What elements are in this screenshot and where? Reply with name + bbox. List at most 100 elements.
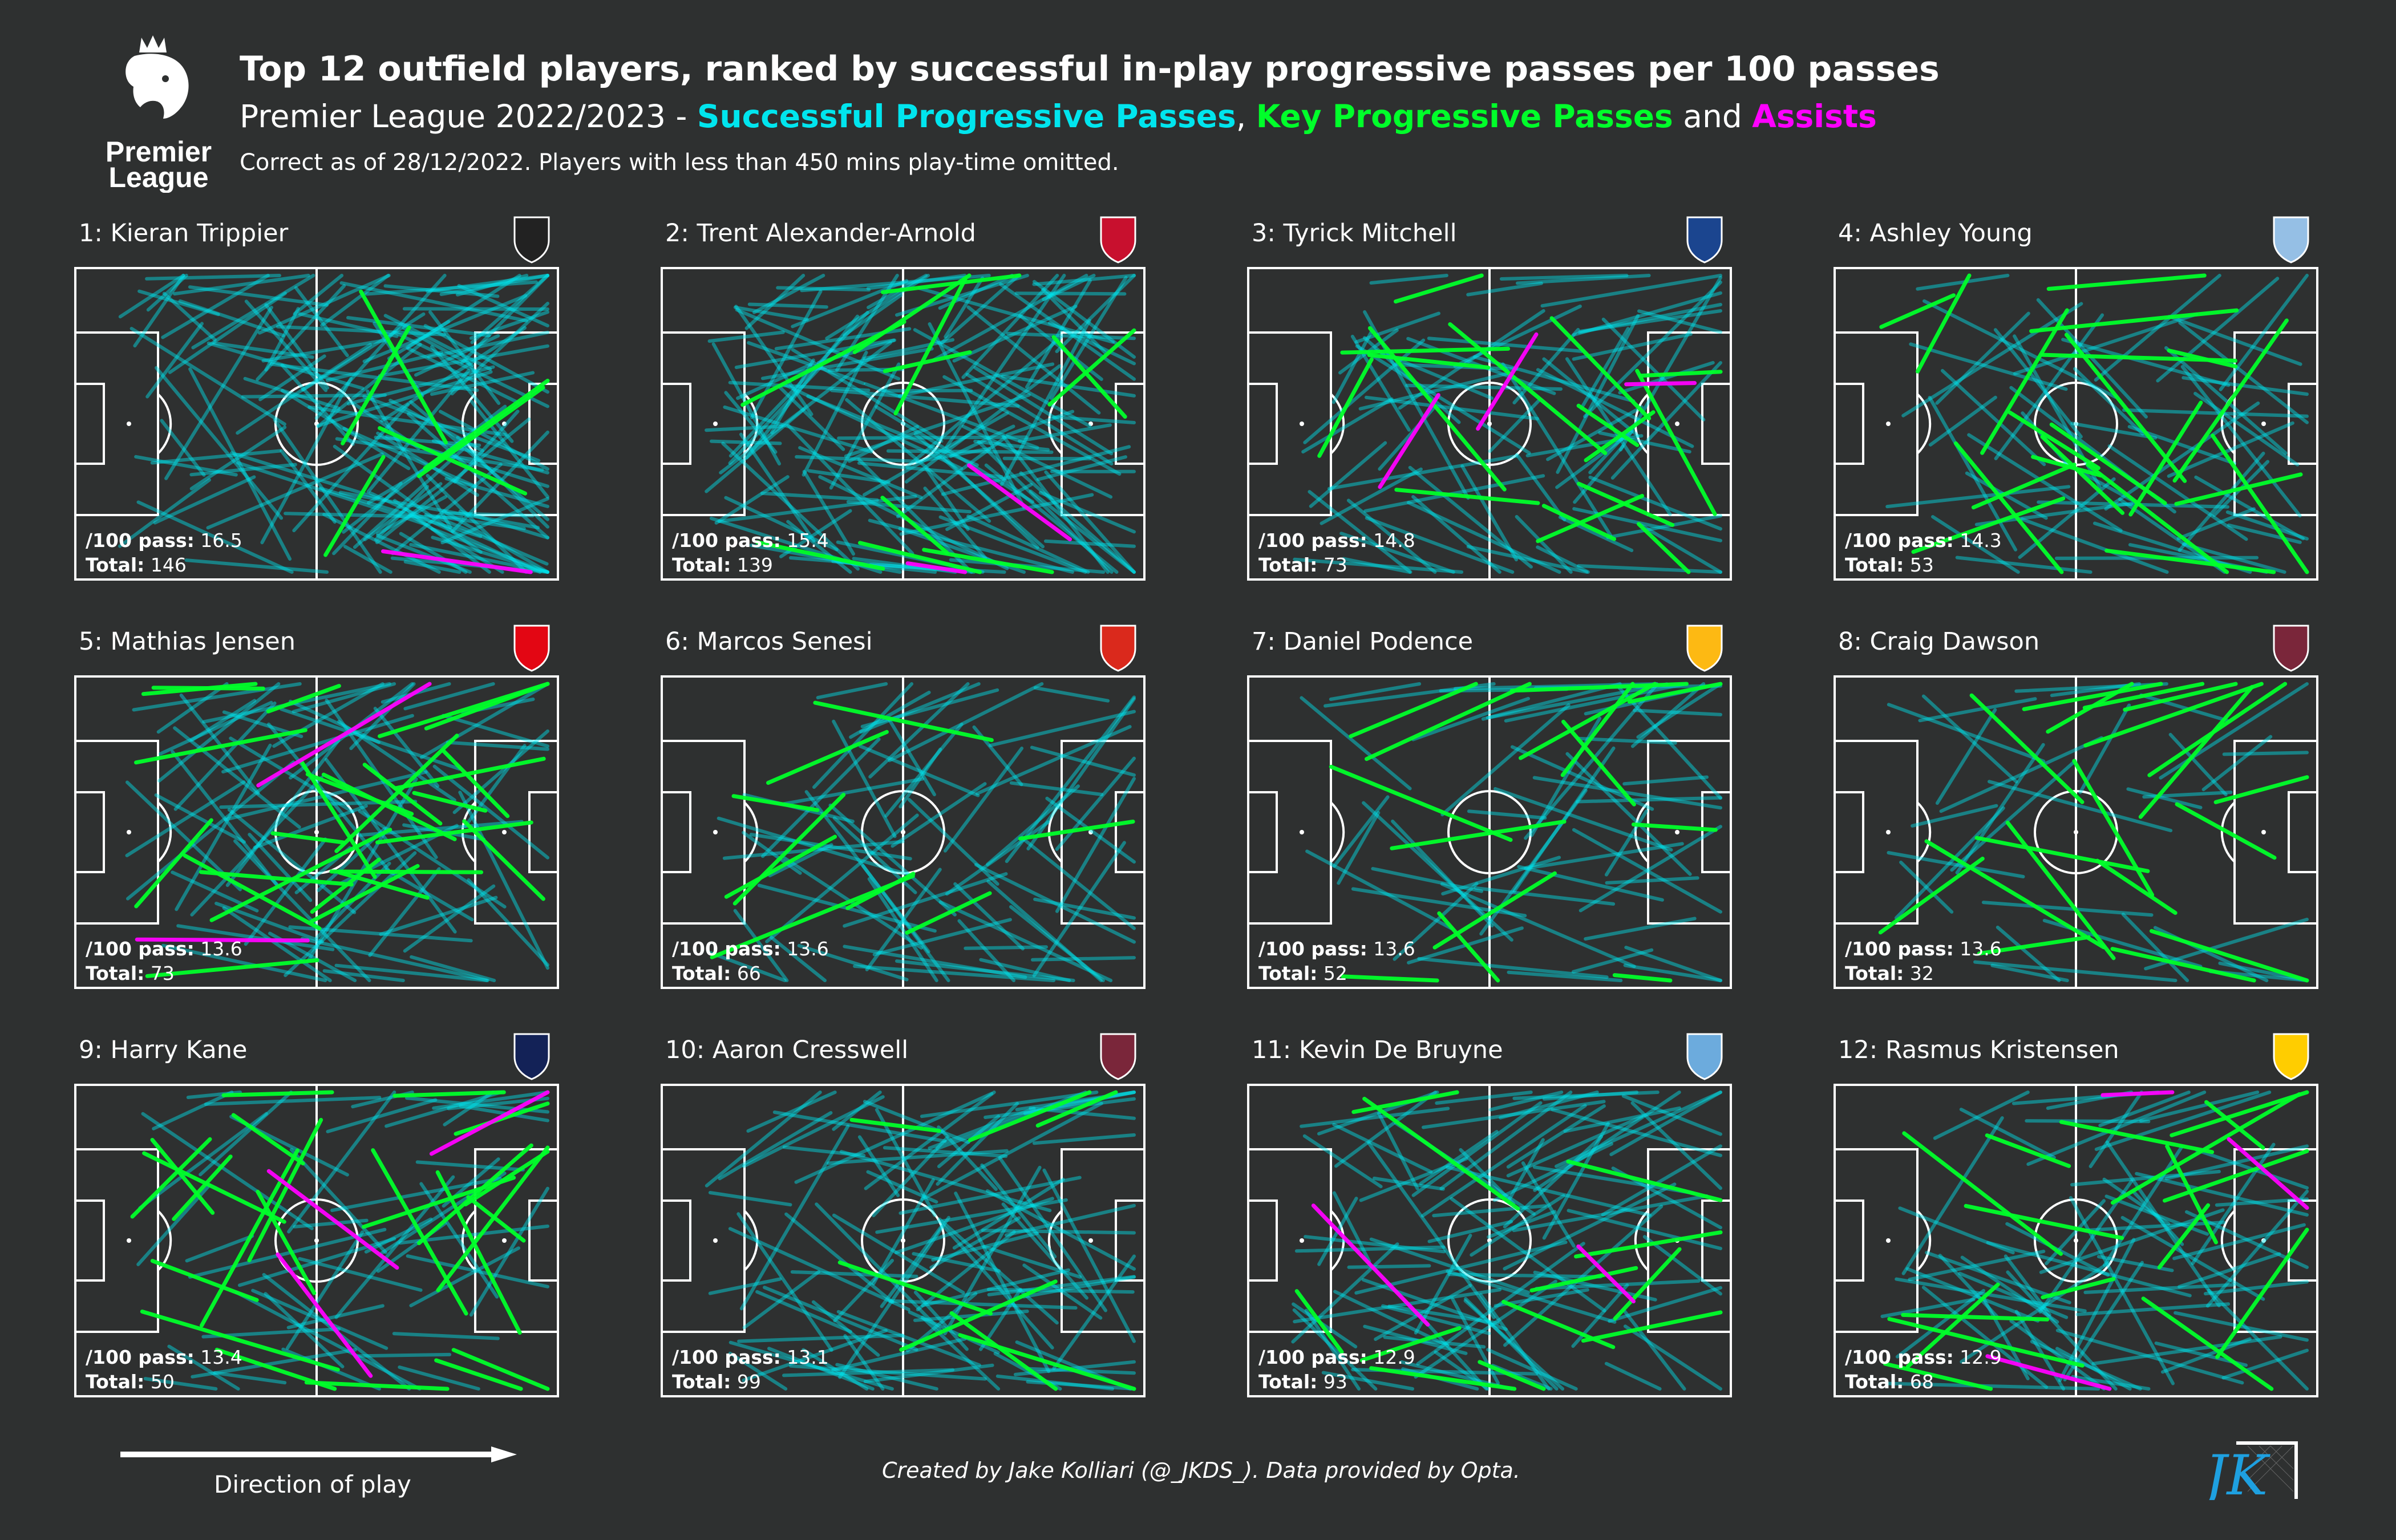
progressive-pass-line <box>1512 328 1580 404</box>
key-pass-line <box>2082 682 2205 710</box>
progressive-pass-line <box>837 435 1028 440</box>
progressive-pass-line <box>2094 1091 2272 1151</box>
progressive-pass-line <box>258 354 326 402</box>
progressive-pass-line <box>191 1348 357 1379</box>
progressive-pass-line <box>717 495 917 524</box>
key-passes <box>740 273 1136 574</box>
progressive-pass-line <box>859 682 981 734</box>
assist-pass-line <box>967 463 1072 542</box>
progressive-pass-line <box>1365 395 1539 421</box>
progressive-pass-line <box>1565 752 1692 876</box>
progressive-pass-line <box>984 463 1119 574</box>
progressive-passes <box>125 682 549 982</box>
progressive-pass-line <box>2164 1144 2309 1181</box>
chart-subtitle: Premier League 2022/2023 - Successful Pr… <box>240 98 1877 135</box>
progressive-pass-line <box>1033 897 1136 920</box>
per100-label: /100 pass: <box>86 938 195 960</box>
progressive-pass-line <box>1504 682 1687 723</box>
progressive-pass-line <box>1623 963 1722 982</box>
progressive-pass-line <box>1464 1297 1559 1391</box>
total-label: Total: <box>1258 1371 1318 1393</box>
progressive-pass-line <box>781 382 964 471</box>
wolves-crest-icon <box>1686 625 1723 672</box>
progressive-pass-line <box>843 293 903 337</box>
progressive-pass-line <box>427 330 549 359</box>
key-pass-line <box>893 276 968 416</box>
progressive-pass-line <box>913 1290 969 1351</box>
per100-stat: /100 pass: 15.4 <box>672 529 829 552</box>
progressive-pass-line <box>1536 545 1590 574</box>
progressive-pass-line <box>251 1288 388 1350</box>
key-pass-line <box>2064 333 2187 483</box>
progressive-pass-line <box>1055 756 1136 851</box>
progressive-pass-line <box>1551 1108 1722 1157</box>
progressive-pass-line <box>843 872 1008 928</box>
progressive-pass-line <box>1950 759 2077 872</box>
progressive-pass-line <box>244 837 327 946</box>
progressive-pass-line <box>1470 1194 1565 1257</box>
pass-map-pitch <box>74 267 559 581</box>
key-pass-line <box>172 1154 233 1221</box>
progressive-pass-line <box>1371 867 1483 893</box>
key-pass-line <box>880 496 949 555</box>
pitch-markings <box>661 675 1146 989</box>
total-stat: Total: 93 <box>1258 1371 1347 1393</box>
progressive-pass-line <box>781 777 925 806</box>
progressive-pass-line <box>761 347 934 380</box>
progressive-pass-line <box>907 798 999 886</box>
progressive-pass-line <box>1521 1161 1576 1248</box>
progressive-pass-line <box>865 868 942 971</box>
newcastle-crest-icon <box>513 216 550 264</box>
key-pass-line <box>1560 682 1635 777</box>
key-passes <box>1294 1090 1723 1391</box>
progressive-pass-line <box>146 274 188 312</box>
progressive-pass-line <box>153 475 256 525</box>
progressive-pass-line <box>1009 781 1104 796</box>
progressive-pass-line <box>2178 321 2309 424</box>
progressive-pass-line <box>1580 327 1630 410</box>
progressive-pass-line <box>2055 1328 2244 1385</box>
progressive-pass-line <box>2132 1190 2184 1246</box>
pass-map-pitch <box>1834 1084 2318 1397</box>
progressive-pass-line <box>986 1189 1136 1271</box>
progressive-pass-line <box>966 514 1090 574</box>
progressive-pass-line <box>2070 422 2158 440</box>
progressive-pass-line <box>1959 1108 2056 1160</box>
progressive-pass-line <box>749 833 912 861</box>
progressive-pass-line <box>2227 523 2302 544</box>
progressive-pass-line <box>1988 780 2173 833</box>
key-pass-line <box>310 864 420 923</box>
progressive-pass-line <box>199 1091 293 1177</box>
progressive-pass-line <box>261 338 386 363</box>
pass-map-pitch <box>74 1084 559 1397</box>
progressive-pass-line <box>318 487 483 538</box>
progressive-pass-line <box>366 369 471 494</box>
progressive-pass-line <box>1041 287 1107 354</box>
progressive-pass-line <box>1928 395 1997 447</box>
progressive-pass-line <box>162 291 217 342</box>
key-pass-line <box>858 541 982 574</box>
key-pass-line <box>231 1113 305 1166</box>
progressive-pass-line <box>1494 787 1673 852</box>
progressive-pass-line <box>915 447 991 464</box>
progressive-pass-line <box>369 491 542 574</box>
premier-league-logo: Premier League <box>106 35 212 193</box>
progressive-pass-line <box>1955 556 2093 574</box>
progressive-pass-line <box>2172 1223 2306 1261</box>
per100-stat: /100 pass: 12.9 <box>1258 1346 1415 1368</box>
player-title: 3: Tyrick Mitchell <box>1252 219 1457 248</box>
key-pass-line <box>2022 682 2163 711</box>
progressive-pass-line <box>2139 693 2229 723</box>
key-pass-line <box>2213 775 2309 804</box>
progressive-pass-line <box>403 682 495 711</box>
progressive-pass-line <box>1540 274 1722 308</box>
progressive-pass-line <box>2222 751 2309 756</box>
key-pass-line <box>434 1358 523 1391</box>
progressive-pass-line <box>229 736 355 814</box>
total-label: Total: <box>672 962 731 984</box>
per100-label: /100 pass: <box>86 529 195 552</box>
progressive-pass-line <box>898 362 1055 398</box>
key-pass-line <box>2008 410 2100 471</box>
pass-map-pitch <box>1247 675 1732 989</box>
progressive-pass-line <box>1302 1134 1383 1189</box>
